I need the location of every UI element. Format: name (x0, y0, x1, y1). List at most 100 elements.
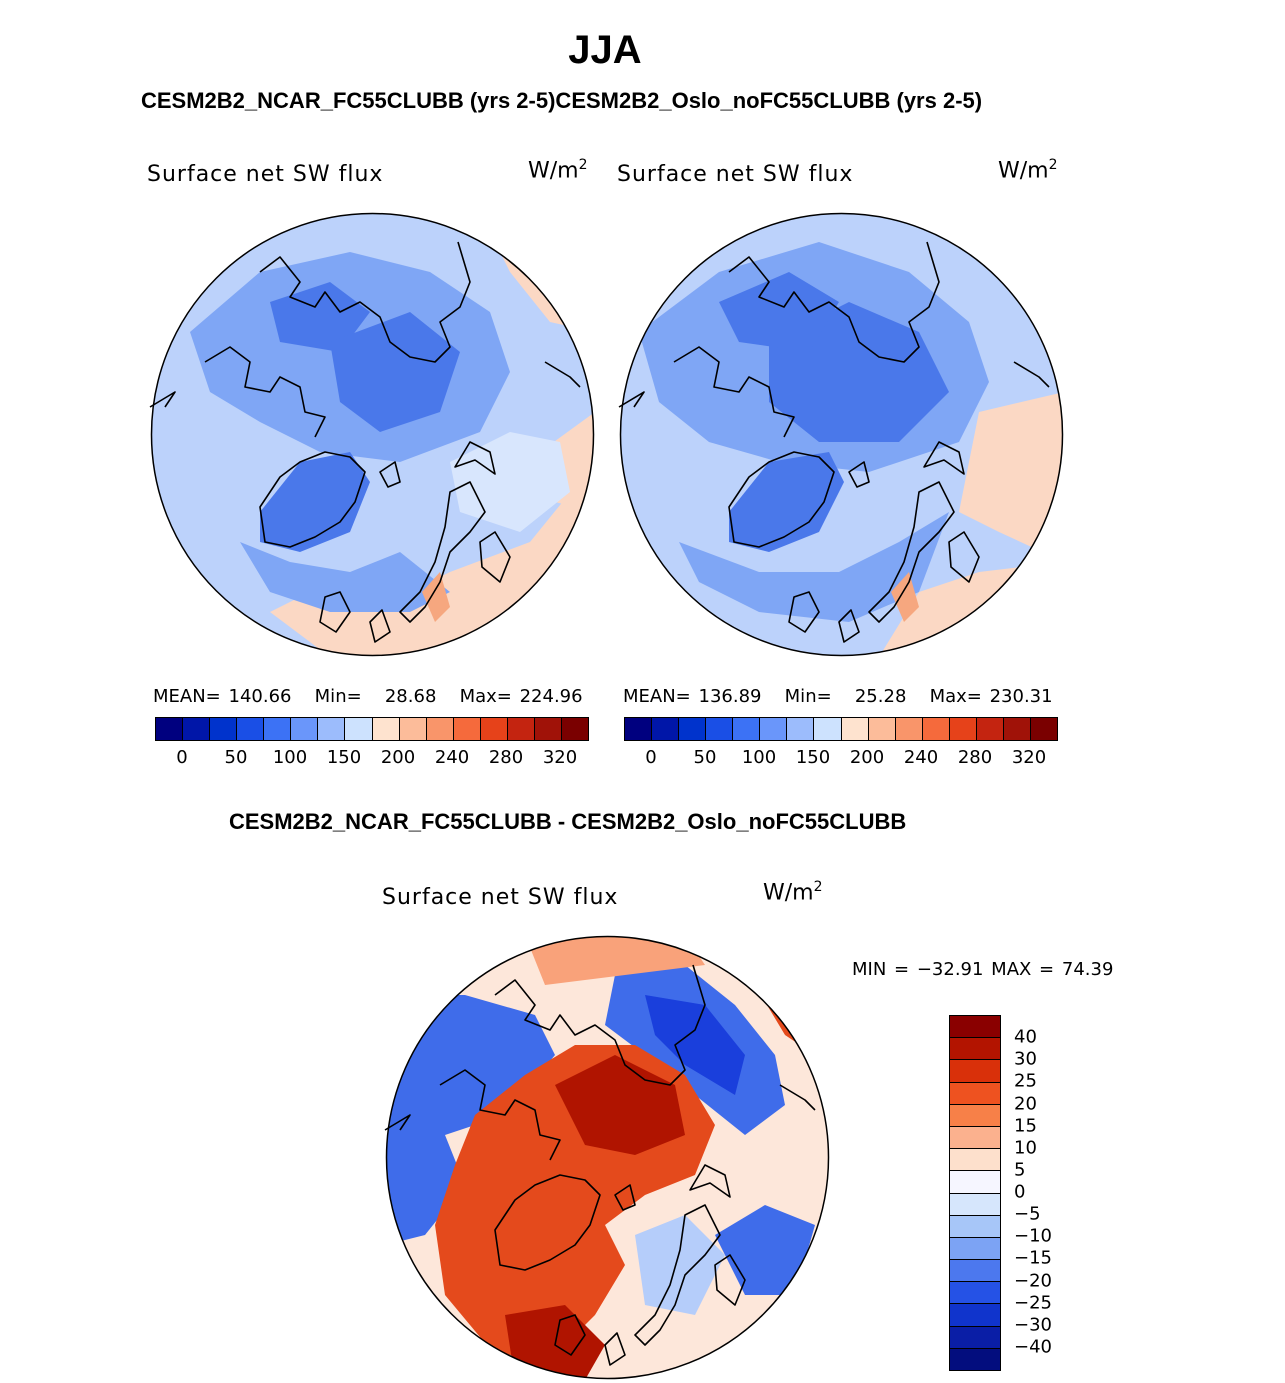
colorbar-tick-label: 15 (1014, 1115, 1037, 1137)
medium-region-atlantic (679, 512, 949, 622)
colorbar-swatch (950, 1016, 1000, 1039)
colorbar-tick-label: −5 (1014, 1203, 1041, 1225)
colorbar-tick-label: 25 (1014, 1070, 1037, 1092)
cool-strong-east (645, 995, 745, 1095)
colorbar-swatch (237, 718, 265, 740)
strong-region-greenland (729, 452, 844, 552)
colorbar-tick-label: 100 (741, 747, 777, 768)
cool-region-southwest (386, 1135, 465, 1245)
colorbar-tick-label: 320 (1011, 747, 1047, 768)
colorbar-swatch (480, 718, 508, 740)
colorbar-swatch (679, 718, 707, 740)
colorbar-tick-label: 30 (1014, 1048, 1037, 1070)
strong-region-arctic (330, 312, 460, 432)
colorbar-tick-label: 0 (176, 747, 188, 768)
colorbar-ncar-ticks: 0 50 100 150 200 240 280 320 (155, 747, 587, 771)
colorbar-swatch (950, 1038, 1000, 1061)
case-title: CESM2B2_NCAR_FC55CLUBB (yrs 2-5)CESM2B2_… (141, 88, 983, 113)
colorbar-tick-label: 0 (1014, 1181, 1026, 1203)
colorbar-swatch (706, 718, 734, 740)
colorbar-swatch (399, 718, 427, 740)
colorbar-tick-label: 0 (645, 747, 657, 768)
panel-ncar-variable-label: Surface net SW flux (147, 162, 384, 187)
cool-light-south (635, 1215, 725, 1315)
colorbar-swatch (733, 718, 761, 740)
colorbar-swatch (950, 1126, 1000, 1150)
colorbar-swatch (561, 718, 588, 740)
strong-region-greenland (260, 452, 370, 552)
panel-oslo-units: W/m2 (998, 157, 1058, 184)
colorbar-swatch (760, 718, 788, 740)
colorbar-swatch (922, 718, 950, 740)
polar-map-oslo (618, 212, 1064, 657)
colorbar-swatch (950, 1282, 1000, 1305)
colorbar-swatch (950, 1104, 1000, 1127)
colorbar-tick-label: 50 (224, 747, 248, 768)
colorbar-tick-label: −25 (1014, 1292, 1052, 1314)
coastlines (618, 241, 1050, 643)
colorbar-tick-label: 240 (903, 747, 939, 768)
colorbar-swatch (652, 718, 680, 740)
diff-variable-label: Surface net SW flux (382, 885, 619, 910)
colorbar-swatch (372, 718, 400, 740)
colorbar-tick-label: 5 (1014, 1159, 1026, 1181)
colorbar-difference-ticks: 40 30 25 20 15 10 5 0 −5 −10 −15 −20 −25 −30 −40 (1014, 1015, 1074, 1369)
colorbar-swatch (950, 1215, 1000, 1238)
colorbar-swatch (453, 718, 481, 740)
warm-region-east (959, 392, 1063, 562)
colorbar-tick-label: 240 (434, 747, 470, 768)
colorbar-swatch (895, 718, 923, 740)
colorbar-tick-label: 150 (795, 747, 831, 768)
panel-oslo-stats: MEAN= 136.89 Min= 25.28 Max= 230.31 (623, 686, 1053, 707)
medium-region-atlantic (240, 542, 450, 612)
colorbar-swatch (183, 718, 211, 740)
colorbar-oslo-ticks: 0 50 100 150 200 240 280 320 (624, 747, 1056, 771)
colorbar-ncar (155, 717, 589, 741)
colorbar-swatch (950, 1304, 1000, 1327)
colorbar-swatch (156, 718, 184, 740)
colorbar-oslo (624, 717, 1058, 741)
polar-map-ncar (149, 212, 595, 657)
diff-units: W/m2 (763, 879, 823, 906)
colorbar-tick-label: 10 (1014, 1137, 1037, 1159)
colorbar-swatch (426, 718, 454, 740)
colorbar-tick-label: −40 (1014, 1336, 1052, 1358)
colorbar-swatch (814, 718, 842, 740)
coastlines (384, 964, 816, 1366)
colorbar-swatch (976, 718, 1004, 740)
colorbar-swatch (534, 718, 562, 740)
colorbar-swatch (950, 1193, 1000, 1216)
colorbar-swatch (950, 1082, 1000, 1105)
colorbar-swatch (950, 1260, 1000, 1283)
warm-spot-scandinavia (422, 572, 450, 622)
colorbar-tick-label: 40 (1014, 1026, 1037, 1048)
colorbar-swatch (949, 718, 977, 740)
light-region-siberia (450, 432, 570, 532)
diff-title: CESM2B2_NCAR_FC55CLUBB - CESM2B2_Oslo_no… (229, 809, 907, 834)
polar-map-difference (384, 935, 830, 1380)
colorbar-swatch (950, 1326, 1000, 1349)
colorbar-swatch (868, 718, 896, 740)
colorbar-tick-label: 280 (957, 747, 993, 768)
colorbar-tick-label: −30 (1014, 1314, 1052, 1336)
colorbar-tick-label: 200 (849, 747, 885, 768)
colorbar-tick-label: 100 (272, 747, 308, 768)
colorbar-swatch (950, 1149, 1000, 1172)
colorbar-swatch (841, 718, 869, 740)
colorbar-swatch (345, 718, 373, 740)
panel-ncar-units: W/m2 (528, 157, 588, 184)
colorbar-swatch (950, 1060, 1000, 1083)
colorbar-tick-label: 50 (693, 747, 717, 768)
warm-spot-scandinavia (891, 572, 919, 622)
colorbar-tick-label: 280 (488, 747, 524, 768)
colorbar-swatch (1003, 718, 1031, 740)
colorbar-tick-label: −10 (1014, 1225, 1052, 1247)
colorbar-tick-label: 200 (380, 747, 416, 768)
warm-light-north (525, 936, 705, 985)
colorbar-swatch (264, 718, 292, 740)
panel-oslo-variable-label: Surface net SW flux (617, 162, 854, 187)
colorbar-swatch (950, 1237, 1000, 1261)
colorbar-tick-label: −20 (1014, 1270, 1052, 1291)
colorbar-swatch (210, 718, 238, 740)
colorbar-tick-label: −15 (1014, 1247, 1052, 1269)
